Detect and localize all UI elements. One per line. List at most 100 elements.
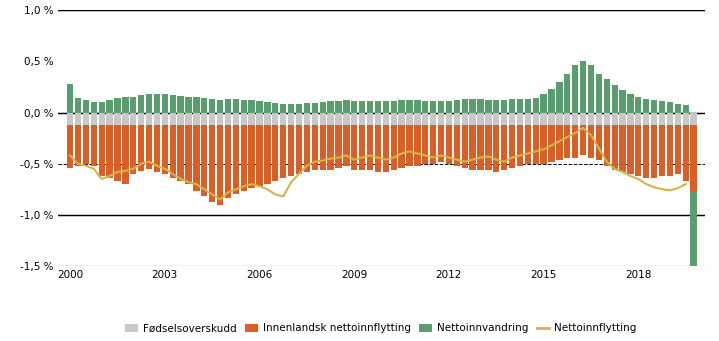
Bar	[541, 113, 546, 125]
Bar	[99, 102, 105, 113]
Bar	[549, 125, 554, 162]
Bar	[398, 113, 405, 125]
Bar	[462, 113, 468, 125]
Bar	[604, 79, 610, 113]
Bar	[186, 97, 192, 113]
Bar	[375, 113, 381, 125]
Bar	[249, 100, 255, 113]
Bar	[446, 125, 452, 164]
Bar	[122, 125, 129, 184]
Bar	[193, 113, 200, 125]
Bar	[383, 125, 389, 172]
Bar	[438, 101, 444, 113]
Bar	[138, 95, 145, 113]
Bar	[611, 85, 618, 113]
Bar	[454, 113, 460, 125]
Bar	[186, 125, 192, 184]
Bar	[422, 125, 429, 164]
Bar	[635, 113, 641, 125]
Bar	[549, 113, 554, 125]
Bar	[280, 113, 286, 125]
Bar	[580, 61, 586, 113]
Bar	[406, 113, 413, 125]
Bar	[682, 105, 689, 113]
Bar	[390, 101, 397, 113]
Bar	[201, 125, 208, 196]
Bar	[643, 99, 649, 113]
Bar	[225, 99, 231, 113]
Bar	[414, 100, 421, 113]
Bar	[470, 113, 476, 125]
Bar	[67, 84, 73, 113]
Bar	[265, 113, 270, 125]
Bar	[162, 94, 168, 113]
Bar	[170, 95, 176, 113]
Bar	[462, 99, 468, 113]
Bar	[422, 113, 429, 125]
Bar	[414, 113, 421, 125]
Bar	[303, 125, 310, 172]
Bar	[375, 125, 381, 172]
Bar	[572, 125, 578, 158]
Bar	[557, 113, 562, 125]
Bar	[690, 125, 697, 191]
Bar	[280, 125, 286, 178]
Bar	[533, 98, 539, 113]
Bar	[493, 125, 500, 172]
Bar	[178, 125, 184, 181]
Bar	[533, 125, 539, 164]
Bar	[619, 125, 626, 172]
Bar	[674, 125, 681, 174]
Bar	[430, 125, 436, 164]
Bar	[682, 113, 689, 125]
Bar	[319, 102, 326, 113]
Bar	[170, 113, 176, 125]
Bar	[343, 100, 349, 113]
Bar	[390, 113, 397, 125]
Bar	[564, 74, 570, 113]
Bar	[541, 94, 546, 113]
Bar	[303, 113, 310, 125]
Bar	[541, 125, 546, 164]
Bar	[406, 125, 413, 166]
Bar	[509, 125, 516, 168]
Bar	[477, 113, 484, 125]
Bar	[643, 125, 649, 178]
Bar	[130, 113, 137, 125]
Bar	[627, 125, 633, 174]
Bar	[454, 125, 460, 166]
Bar	[122, 97, 129, 113]
Bar	[588, 113, 594, 125]
Bar	[83, 125, 89, 164]
Bar	[178, 96, 184, 113]
Bar	[193, 125, 200, 191]
Bar	[91, 113, 97, 125]
Bar	[178, 113, 184, 125]
Bar	[619, 113, 626, 125]
Bar	[335, 125, 342, 168]
Bar	[257, 113, 262, 125]
Bar	[659, 101, 665, 113]
Bar	[359, 101, 365, 113]
Bar	[327, 113, 334, 125]
Bar	[611, 113, 618, 125]
Bar	[517, 113, 523, 125]
Bar	[501, 113, 508, 125]
Bar	[114, 125, 121, 181]
Bar	[288, 113, 294, 125]
Bar	[99, 125, 105, 176]
Bar	[651, 100, 657, 113]
Bar	[311, 125, 318, 170]
Bar	[83, 100, 89, 113]
Bar	[146, 125, 152, 169]
Bar	[501, 100, 508, 113]
Bar	[186, 113, 192, 125]
Bar	[682, 125, 689, 181]
Bar	[398, 100, 405, 113]
Bar	[659, 125, 665, 176]
Bar	[91, 125, 97, 166]
Bar	[170, 125, 176, 178]
Bar	[319, 113, 326, 125]
Bar	[303, 103, 310, 113]
Bar	[265, 102, 270, 113]
